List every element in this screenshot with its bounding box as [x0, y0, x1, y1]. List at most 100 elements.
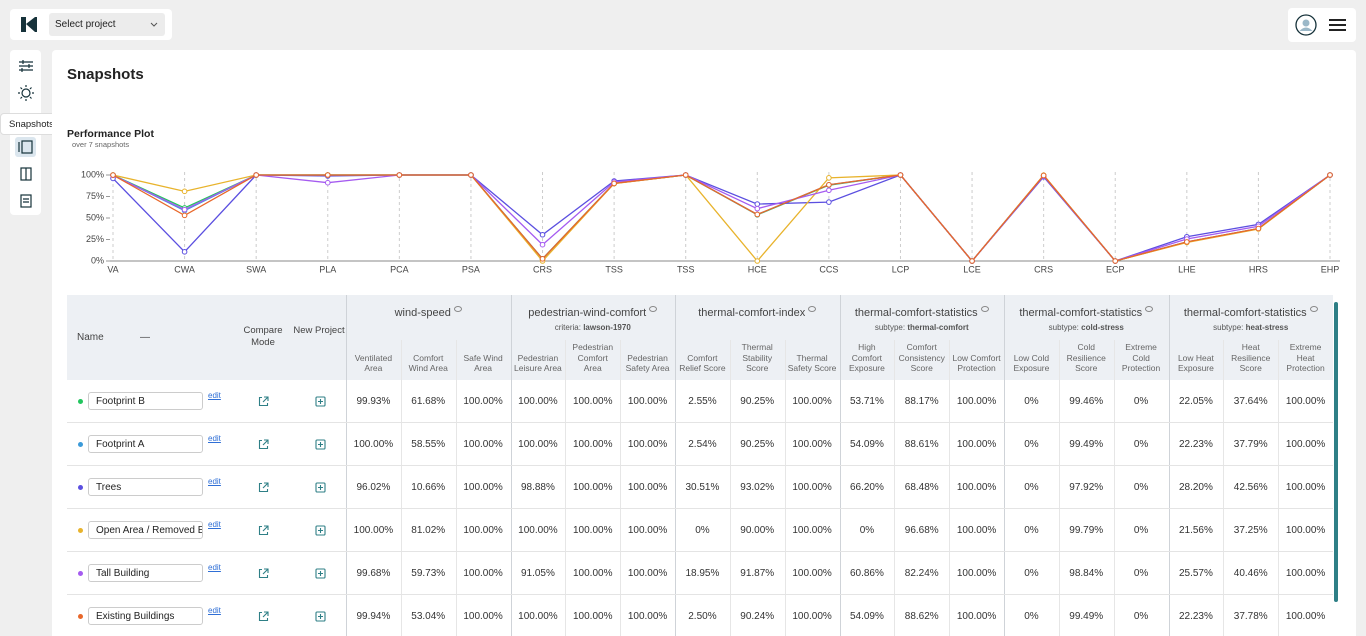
value-cell: 91.05%	[520, 568, 555, 579]
value-cell: 100.00%	[627, 396, 668, 407]
compare-icon[interactable]	[258, 525, 269, 536]
new-project-icon[interactable]	[315, 525, 326, 536]
row	[67, 380, 1333, 423]
x-tick-label: CCS	[819, 264, 838, 274]
sidebar-icons	[15, 60, 36, 208]
collapse-header[interactable]: —	[140, 332, 150, 343]
value-cell: 100.00%	[792, 439, 832, 450]
color-dot	[78, 485, 83, 490]
column-separator	[784, 340, 786, 636]
x-tick-label: HRS	[1249, 264, 1268, 274]
chart-title: Performance Plot	[67, 128, 154, 140]
new-project-icon[interactable]	[315, 482, 326, 493]
subtitle-value: heat-stress	[1245, 323, 1289, 332]
group-subtitle: criteria: lawson-1970	[511, 323, 676, 332]
compare-icon[interactable]	[258, 396, 269, 407]
value-cell: 100.00%	[463, 525, 503, 536]
value-cell: 100.00%	[792, 568, 832, 579]
name-input[interactable]: Trees	[88, 478, 203, 496]
new-project-icon[interactable]	[315, 396, 326, 407]
value-cell: 0%	[1024, 525, 1039, 536]
value-cell: 100.00%	[573, 525, 613, 536]
value-cell: 100.00%	[573, 482, 613, 493]
column-header: Ventilated Area	[354, 352, 393, 374]
snapshot-name: Tall Building	[96, 568, 150, 579]
column-header: Comfort Consistency Score	[898, 342, 945, 374]
logo	[21, 17, 37, 32]
x-tick-label: PCA	[390, 264, 409, 274]
value-cell: 100.00%	[1285, 439, 1326, 450]
page-title: Snapshots	[67, 66, 144, 83]
chart-subtitle: over 7 snapshots	[72, 140, 130, 149]
point	[1255, 225, 1262, 232]
value-cell: 59.73%	[411, 568, 446, 579]
value-cell: 99.93%	[356, 396, 391, 407]
table-header	[67, 295, 1333, 380]
y-tick-label: 0%	[91, 255, 104, 265]
edit-link[interactable]: edit	[208, 520, 221, 529]
value-cell: 2.50%	[688, 611, 717, 622]
eye-icon	[808, 306, 817, 312]
value-cell: 22.23%	[1178, 611, 1213, 622]
column-separator	[729, 340, 731, 636]
point	[539, 231, 546, 238]
name-input[interactable]: Footprint A	[88, 435, 203, 453]
column-separator	[949, 340, 951, 636]
compare-icon[interactable]	[258, 568, 269, 579]
compare-icon[interactable]	[258, 482, 269, 493]
value-cell: 99.68%	[356, 568, 391, 579]
compare-icon[interactable]	[258, 611, 269, 622]
series-line	[112, 174, 1331, 263]
edit-link[interactable]: edit	[208, 606, 221, 615]
edit-link[interactable]: edit	[208, 477, 221, 486]
value-cell: 100.00%	[1285, 396, 1326, 407]
point	[468, 172, 474, 178]
value-cell: 88.17%	[904, 396, 939, 407]
edit-link[interactable]: edit	[208, 434, 221, 443]
value-cell: 100.00%	[463, 482, 503, 493]
new-project-icon[interactable]	[315, 568, 326, 579]
avatar[interactable]	[1295, 14, 1317, 36]
value-cell: 100.00%	[518, 439, 558, 450]
edit-link[interactable]: edit	[208, 563, 221, 572]
snapshot-name: Footprint A	[96, 439, 145, 450]
x-tick-label: HCE	[748, 264, 767, 274]
scrollbar[interactable]	[1334, 302, 1338, 602]
new-project-icon[interactable]	[315, 611, 326, 622]
value-cell: 0%	[1133, 396, 1149, 407]
value-cell: 100.00%	[627, 611, 668, 622]
color-dot	[78, 442, 83, 447]
series-line	[112, 174, 1331, 263]
point	[754, 258, 761, 264]
value-cell: 100.00%	[518, 396, 558, 407]
group-subtitle: subtype: cold-stress	[1004, 323, 1169, 332]
compare-icon[interactable]	[258, 439, 269, 450]
point	[539, 241, 546, 248]
name-input[interactable]: Footprint B	[88, 392, 203, 410]
edit-link[interactable]: edit	[208, 391, 221, 400]
subtitle-key: subtype:	[1048, 323, 1079, 332]
value-cell: 97.92%	[1069, 482, 1104, 493]
value-cell: 100.00%	[1285, 568, 1326, 579]
column-header: Extreme Cold Protection	[1121, 342, 1161, 374]
project-select[interactable]: Select project	[49, 13, 165, 36]
name-input[interactable]: Tall Building	[88, 564, 203, 582]
value-cell: 88.62%	[904, 611, 939, 622]
column-header: Thermal Safety Score	[787, 352, 837, 374]
name-input[interactable]: Open Area / Removed E	[88, 521, 203, 539]
value-cell: 0%	[1024, 396, 1039, 407]
value-cell: 100.00%	[627, 568, 668, 579]
group-title-text: pedestrian-wind-comfort	[528, 307, 647, 319]
menu[interactable]	[1329, 18, 1346, 32]
value-cell: 0%	[1133, 568, 1149, 579]
group-title: pedestrian-wind-comfort	[511, 306, 676, 319]
value-cell: 28.20%	[1178, 482, 1213, 493]
new-project-icon[interactable]	[315, 439, 326, 450]
row	[67, 423, 1333, 466]
value-cell: 100.00%	[956, 525, 997, 536]
color-dot	[78, 399, 83, 404]
value-cell: 81.02%	[411, 525, 446, 536]
value-cell: 66.20%	[849, 482, 884, 493]
name-input[interactable]: Existing Buildings	[88, 607, 203, 625]
y-tick-label: 25%	[86, 234, 104, 244]
